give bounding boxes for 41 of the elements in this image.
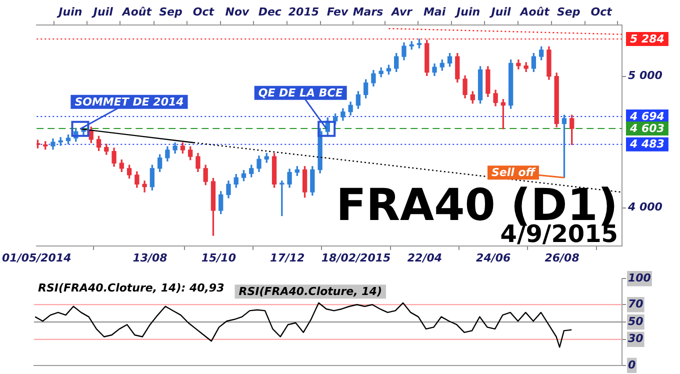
ref-line-label: 4 603	[628, 122, 665, 135]
y-tick-label: 100	[628, 271, 652, 284]
y-tick-label: 4 000	[627, 200, 663, 214]
x2-tick-label: Oct	[192, 5, 215, 18]
x2-tick-label: Août	[121, 5, 152, 18]
annotation: SOMMET DE 2014	[74, 95, 184, 108]
ref-line-label: 4 694	[628, 110, 664, 123]
x-tick-label: 22/04	[407, 251, 442, 264]
x2-tick-label: Nov	[225, 5, 250, 18]
x2-tick-label: Avr	[390, 5, 413, 18]
x2-tick-label: Dec	[258, 5, 282, 18]
y-tick-label: 70	[628, 298, 644, 310]
x2-tick-label: Juil	[91, 5, 114, 18]
x2-tick-label: Juil	[489, 5, 511, 18]
y-tick-label: 5 000	[628, 69, 663, 82]
x2-tick-label: Sep	[159, 5, 182, 18]
y-tick-label: 0	[628, 358, 636, 372]
x-tick-label: 18/02/2015	[321, 251, 391, 264]
x2-tick-label: Mai	[423, 5, 446, 18]
x-tick-label: 13/08	[132, 251, 168, 264]
x2-tick-label: Fev	[326, 5, 349, 18]
annotation: QE DE LA BCE	[258, 86, 344, 100]
x2-tick-label: Août	[519, 5, 550, 18]
x2-tick-label: Oct	[590, 5, 613, 18]
x-tick-label: 15/10	[201, 251, 236, 264]
y-tick-label: 50	[628, 314, 644, 328]
ref-line-label: 5 284	[630, 32, 664, 46]
x-tick-label: 24/06	[476, 251, 512, 264]
ref-line-label: 4 483	[628, 138, 665, 151]
x2-tick-label: Juin	[56, 5, 82, 18]
x-tick-label: 26/08	[544, 251, 580, 264]
x2-tick-label: Mars	[352, 5, 384, 18]
series-label: RSI(FRA40.Cloture, 14)	[238, 284, 382, 298]
y-tick-label: 30	[628, 332, 644, 346]
annotation: Sell off	[491, 166, 537, 179]
chart-title: RSI(FRA40.Cloture, 14): 40,93	[38, 282, 225, 295]
x2-tick-label: Sep	[556, 5, 580, 18]
x-tick-label: 17/12	[270, 251, 306, 264]
x2-tick-label: 2015	[288, 5, 320, 18]
x2-tick-label: Juin	[454, 5, 480, 18]
x-tick-label: 01/05/2014	[2, 251, 72, 264]
